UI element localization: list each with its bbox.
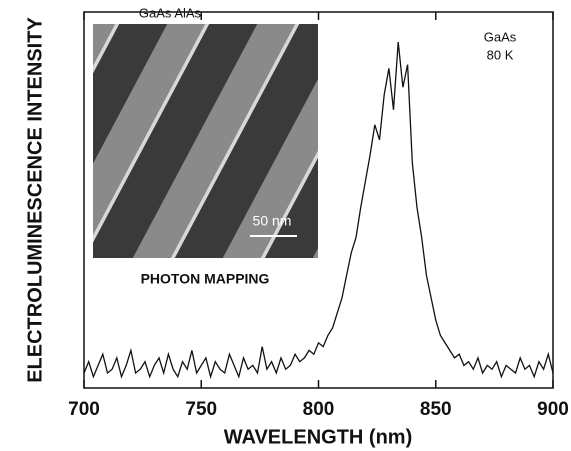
x-tick-label: 850 — [420, 399, 452, 420]
plot — [83, 12, 554, 388]
spectrum-line — [83, 42, 554, 380]
inset: GaAs AlAs 50 nm PHOTON MAPPING — [93, 5, 318, 287]
annotation: 80 K — [487, 47, 514, 62]
x-tick-label: 700 — [68, 399, 100, 420]
inset-caption: PHOTON MAPPING — [141, 271, 270, 287]
x-tick-label: 900 — [537, 399, 569, 420]
inset-image — [93, 24, 318, 258]
y-axis-title: ELECTROLUMINESCENCE INTENSITY — [24, 17, 46, 383]
inset-top-label: GaAs AlAs — [139, 5, 202, 20]
x-tick-label: 800 — [303, 399, 335, 420]
x-axis-title: WAVELENGTH (nm) — [224, 426, 413, 448]
annotation: GaAs — [484, 29, 517, 44]
x-tick-label: 750 — [185, 399, 217, 420]
scale-label: 50 nm — [253, 213, 292, 229]
